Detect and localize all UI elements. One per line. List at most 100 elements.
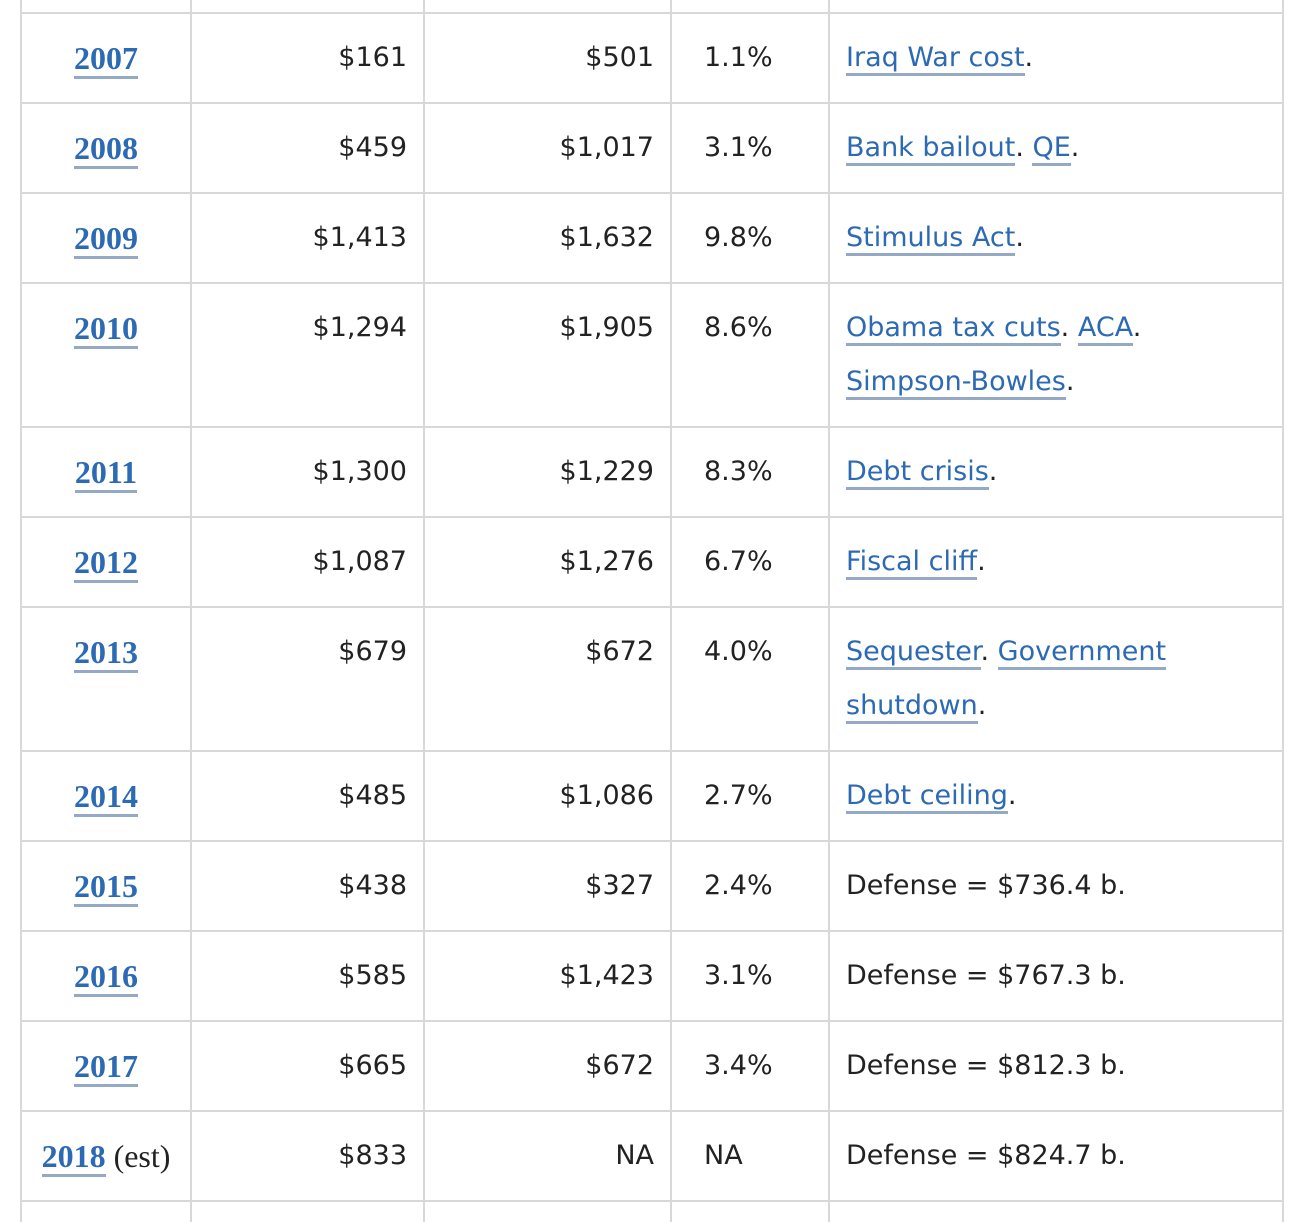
- year-link[interactable]: 2009: [74, 220, 138, 259]
- budget-history-table: 2007 $161 $501 1.1% Iraq War cost. 2008 $459 $1…: [20, 0, 1284, 1222]
- event-text: .: [1060, 312, 1078, 343]
- estimate-label: (est): [105, 1138, 171, 1174]
- event-cell: Debt ceiling.: [828, 750, 1284, 842]
- table-row: 2010 $1,294 $1,905 8.6% Obama tax cuts. ACA.…: [20, 282, 1284, 428]
- event-cell: Sequester. Government shutdown.: [828, 606, 1284, 752]
- event-text: Defense = $812.3 b.: [846, 1050, 1126, 1081]
- event-link[interactable]: Simpson-Bowles: [846, 366, 1066, 400]
- event-link[interactable]: Sequester: [846, 636, 981, 670]
- event-link[interactable]: Bank bailout: [846, 132, 1016, 166]
- year-link[interactable]: 2015: [74, 868, 138, 907]
- event-cell: Debt crisis.: [828, 426, 1284, 518]
- year-cell: 2012: [20, 516, 192, 608]
- table-row: 2011 $1,300 $1,229 8.3% Debt crisis.: [20, 426, 1284, 518]
- year-link[interactable]: 2007: [74, 40, 138, 79]
- year-cell: 2013: [20, 606, 192, 752]
- event-text: .: [977, 546, 986, 577]
- growth-cell: 1.1%: [670, 12, 830, 104]
- table-row: 2007 $161 $501 1.1% Iraq War cost.: [20, 12, 1284, 104]
- year-link[interactable]: 2014: [74, 778, 138, 817]
- deficit-cell: $1,087: [190, 516, 425, 608]
- year-cell: 2008: [20, 102, 192, 194]
- table-row: 2016 $585 $1,423 3.1% Defense = $767.3 b.: [20, 930, 1284, 1022]
- event-text: .: [1070, 132, 1080, 163]
- event-link[interactable]: Obama tax cuts: [846, 312, 1061, 346]
- debt-cell: $672: [423, 606, 672, 752]
- debt-cell: $1,632: [423, 192, 672, 284]
- table-row: 2009 $1,413 $1,632 9.8% Stimulus Act.: [20, 192, 1284, 284]
- event-link[interactable]: Debt crisis: [846, 456, 989, 490]
- debt-cell: $1,423: [423, 930, 672, 1022]
- event-link[interactable]: ACA: [1077, 312, 1133, 346]
- debt-cell: $1,276: [423, 516, 672, 608]
- table-row: 2014 $485 $1,086 2.7% Debt ceiling.: [20, 750, 1284, 842]
- growth-cell: 2.7%: [670, 750, 830, 842]
- table-row: 2017 $665 $672 3.4% Defense = $812.3 b.: [20, 1020, 1284, 1112]
- year-cell: 2010: [20, 282, 192, 428]
- table-row-partial: [20, 1200, 1284, 1222]
- event-cell: Obama tax cuts. ACA. Simpson-Bowles.: [828, 282, 1284, 428]
- event-text: .: [1132, 312, 1142, 343]
- year-link[interactable]: 2016: [74, 958, 138, 997]
- event-text: .: [1015, 132, 1033, 163]
- event-text: Defense = $736.4 b.: [846, 870, 1126, 901]
- debt-cell: $1,905: [423, 282, 672, 428]
- deficit-cell: $485: [190, 750, 425, 842]
- deficit-cell: $665: [190, 1020, 425, 1112]
- year-cell: 2009: [20, 192, 192, 284]
- event-text: Defense = $767.3 b.: [846, 960, 1126, 991]
- deficit-cell: $161: [190, 12, 425, 104]
- event-cell: Fiscal cliff.: [828, 516, 1284, 608]
- deficit-cell: $459: [190, 102, 425, 194]
- growth-cell: 9.8%: [670, 192, 830, 284]
- event-text: .: [980, 636, 998, 667]
- year-cell: 2018 (est): [20, 1110, 192, 1202]
- year-link[interactable]: 2018: [41, 1138, 106, 1177]
- event-link[interactable]: Fiscal cliff: [846, 546, 978, 580]
- year-cell: 2016: [20, 930, 192, 1022]
- growth-cell: 3.1%: [670, 102, 830, 194]
- event-text: .: [1015, 222, 1024, 253]
- table-row: 2008 $459 $1,017 3.1% Bank bailout. QE.: [20, 102, 1284, 194]
- event-text: Defense = $824.7 b.: [846, 1140, 1126, 1171]
- deficit-cell: $585: [190, 930, 425, 1022]
- year-cell: 2011: [20, 426, 192, 518]
- deficit-cell: $679: [190, 606, 425, 752]
- debt-cell: $327: [423, 840, 672, 932]
- deficit-cell: $1,413: [190, 192, 425, 284]
- year-cell: 2015: [20, 840, 192, 932]
- year-link[interactable]: 2011: [74, 454, 138, 493]
- event-cell: Iraq War cost.: [828, 12, 1284, 104]
- event-text: .: [988, 456, 998, 487]
- year-link[interactable]: 2013: [74, 634, 138, 673]
- table-body: 2007 $161 $501 1.1% Iraq War cost. 2008 $459 $1…: [20, 0, 1284, 1222]
- growth-cell: 8.6%: [670, 282, 830, 428]
- event-cell: Defense = $767.3 b.: [828, 930, 1284, 1022]
- year-link[interactable]: 2008: [74, 130, 138, 169]
- year-link[interactable]: 2017: [74, 1048, 138, 1087]
- event-cell: Defense = $736.4 b.: [828, 840, 1284, 932]
- event-text: .: [1065, 366, 1075, 397]
- debt-cell: $1,229: [423, 426, 672, 518]
- debt-cell: $1,017: [423, 102, 672, 194]
- deficit-cell: $833: [190, 1110, 425, 1202]
- event-link[interactable]: Stimulus Act: [846, 222, 1016, 256]
- debt-cell: $1,086: [423, 750, 672, 842]
- event-link[interactable]: QE: [1032, 132, 1071, 166]
- debt-cell: $501: [423, 12, 672, 104]
- event-link[interactable]: Government shutdown: [846, 636, 1167, 724]
- event-link[interactable]: Debt ceiling: [846, 780, 1008, 814]
- deficit-cell: $1,294: [190, 282, 425, 428]
- event-link[interactable]: Iraq War cost: [846, 42, 1025, 76]
- table-row: 2013 $679 $672 4.0% Sequester. Government sh…: [20, 606, 1284, 752]
- growth-cell: 8.3%: [670, 426, 830, 518]
- event-cell: Bank bailout. QE.: [828, 102, 1284, 194]
- event-cell: Defense = $824.7 b.: [828, 1110, 1284, 1202]
- table-row-partial: [20, 0, 1284, 14]
- growth-cell: 4.0%: [670, 606, 830, 752]
- growth-cell: 2.4%: [670, 840, 830, 932]
- year-link[interactable]: 2012: [74, 544, 138, 583]
- event-text: .: [1024, 42, 1034, 73]
- year-link[interactable]: 2010: [74, 310, 138, 349]
- growth-cell: 3.4%: [670, 1020, 830, 1112]
